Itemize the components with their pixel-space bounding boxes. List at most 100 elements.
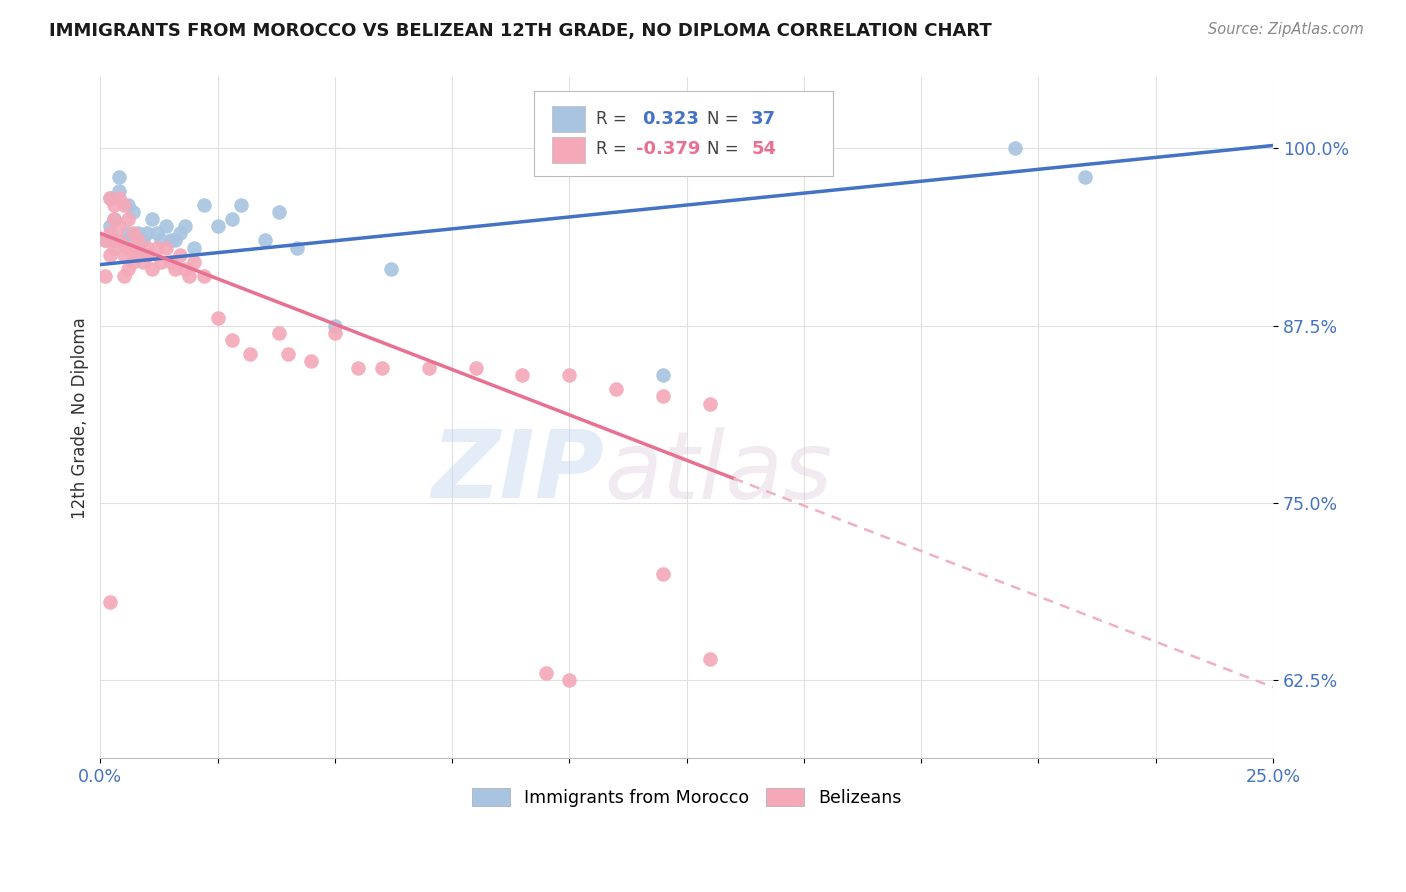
Point	[98, 248, 121, 262]
Point	[165, 234, 187, 248]
Point	[103, 212, 125, 227]
Point	[380, 261, 402, 276]
Point	[112, 268, 135, 283]
Text: 37: 37	[751, 110, 776, 128]
Point	[173, 261, 195, 276]
Point	[299, 354, 322, 368]
Point	[323, 326, 346, 340]
Point	[136, 248, 159, 262]
Point	[94, 268, 117, 283]
Text: IMMIGRANTS FROM MOROCCO VS BELIZEAN 12TH GRADE, NO DIPLOMA CORRELATION CHART: IMMIGRANTS FROM MOROCCO VS BELIZEAN 12TH…	[49, 22, 993, 40]
Point	[127, 248, 149, 262]
FancyBboxPatch shape	[534, 91, 834, 176]
Point	[131, 234, 153, 248]
Point	[418, 361, 440, 376]
Text: ZIP: ZIP	[432, 426, 605, 518]
Point	[150, 254, 173, 268]
Point	[145, 241, 167, 255]
Point	[112, 198, 135, 212]
Point	[98, 191, 121, 205]
Point	[464, 361, 486, 376]
Y-axis label: 12th Grade, No Diploma: 12th Grade, No Diploma	[72, 317, 89, 518]
Point	[183, 254, 205, 268]
Point	[94, 234, 117, 248]
Point	[558, 673, 581, 687]
Point	[108, 219, 131, 234]
Point	[207, 219, 229, 234]
Point	[98, 227, 121, 241]
Point	[145, 227, 167, 241]
Point	[127, 227, 149, 241]
Text: 54: 54	[751, 140, 776, 158]
Point	[112, 234, 135, 248]
Point	[103, 241, 125, 255]
Point	[108, 191, 131, 205]
Point	[285, 241, 308, 255]
Text: 0.323: 0.323	[643, 110, 699, 128]
Point	[323, 318, 346, 333]
Point	[108, 184, 131, 198]
Point	[127, 234, 149, 248]
Point	[117, 227, 139, 241]
Point	[98, 191, 121, 205]
Point	[131, 254, 153, 268]
Point	[155, 219, 177, 234]
FancyBboxPatch shape	[551, 136, 585, 162]
Point	[699, 396, 721, 410]
Point	[1004, 141, 1026, 155]
Point	[652, 389, 675, 403]
Text: N =: N =	[707, 110, 744, 128]
Point	[141, 261, 163, 276]
Point	[136, 241, 159, 255]
Point	[193, 198, 215, 212]
Point	[127, 241, 149, 255]
Point	[122, 205, 145, 219]
Point	[371, 361, 394, 376]
Point	[122, 241, 145, 255]
Point	[179, 268, 201, 283]
Point	[221, 333, 243, 347]
Point	[534, 665, 557, 680]
Text: atlas: atlas	[605, 426, 832, 517]
Point	[159, 234, 181, 248]
Point	[136, 227, 159, 241]
Point	[98, 219, 121, 234]
Point	[117, 241, 139, 255]
Point	[117, 261, 139, 276]
Point	[229, 198, 252, 212]
Point	[165, 261, 187, 276]
Point	[112, 248, 135, 262]
Point	[605, 383, 627, 397]
FancyBboxPatch shape	[551, 106, 585, 132]
Point	[183, 241, 205, 255]
Text: -0.379: -0.379	[637, 140, 700, 158]
Point	[277, 347, 299, 361]
Point	[512, 368, 534, 383]
Point	[267, 205, 290, 219]
Point	[150, 234, 173, 248]
Point	[122, 254, 145, 268]
Point	[169, 227, 191, 241]
Text: R =: R =	[596, 140, 633, 158]
Text: N =: N =	[707, 140, 744, 158]
Point	[94, 234, 117, 248]
Point	[221, 212, 243, 227]
Point	[103, 212, 125, 227]
Point	[169, 248, 191, 262]
Point	[207, 311, 229, 326]
Point	[652, 368, 675, 383]
Point	[122, 227, 145, 241]
Legend: Immigrants from Morocco, Belizeans: Immigrants from Morocco, Belizeans	[465, 781, 908, 814]
Point	[193, 268, 215, 283]
Point	[117, 198, 139, 212]
Point	[108, 169, 131, 184]
Point	[173, 219, 195, 234]
Point	[136, 248, 159, 262]
Point	[108, 234, 131, 248]
Point	[699, 652, 721, 666]
Point	[98, 595, 121, 609]
Point	[267, 326, 290, 340]
Point	[155, 241, 177, 255]
Point	[141, 212, 163, 227]
Text: Source: ZipAtlas.com: Source: ZipAtlas.com	[1208, 22, 1364, 37]
